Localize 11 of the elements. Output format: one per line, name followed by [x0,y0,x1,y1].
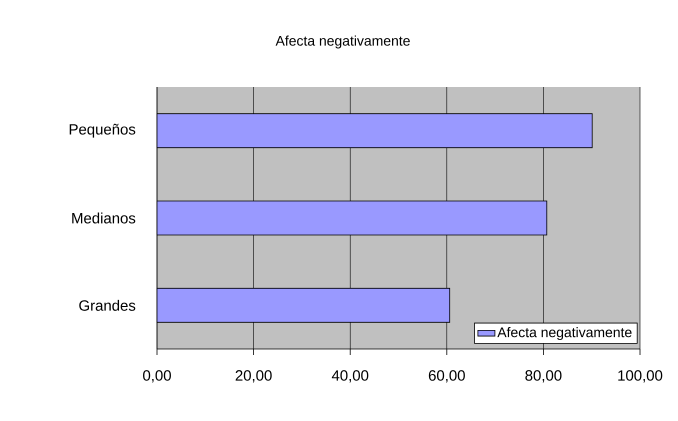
x-tick-label: 60,00 [428,370,465,383]
x-tick-label: 40,00 [332,370,368,383]
x-tick-label: 0,00 [143,370,171,383]
chart-title: Afecta negativamente [276,35,410,48]
y-tick-label: Medianos [72,212,136,224]
y-tick-label: Pequeños [70,124,136,138]
x-tick-label: 80,00 [525,370,562,383]
x-tick-label: 100,00 [618,370,662,383]
x-tick-label: 20,00 [236,370,272,383]
y-tick-label: Grandes [79,300,136,311]
legend-label: Afecta negativamente [497,327,632,340]
